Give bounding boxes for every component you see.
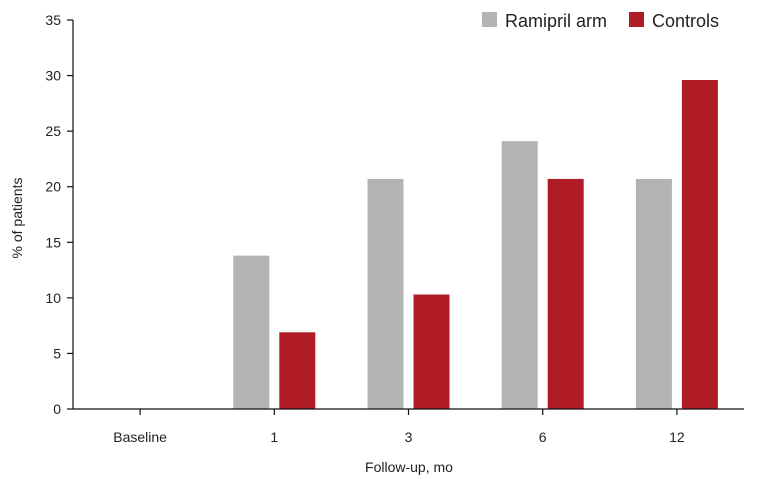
bar-ramipril-arm [635, 178, 672, 409]
bar-ramipril-arm [233, 255, 270, 409]
y-tick-label: 35 [45, 12, 61, 28]
x-tick-label: 1 [270, 429, 278, 445]
bar-ramipril-arm [501, 141, 538, 409]
legend-label-ramipril-arm: Ramipril arm [505, 11, 607, 31]
y-tick-label: 5 [53, 345, 61, 361]
x-tick-label: 12 [669, 429, 685, 445]
x-axis-ticks: Baseline 1 3 6 12 [113, 409, 685, 445]
y-tick-label: 20 [45, 179, 61, 195]
y-axis-title: % of patients [9, 178, 25, 259]
y-axis-ticks: 0 5 10 15 20 25 30 35 [45, 12, 73, 417]
bar-controls [681, 80, 718, 409]
bar-ramipril-arm [367, 178, 404, 409]
y-tick-label: 25 [45, 123, 61, 139]
y-tick-label: 15 [45, 234, 61, 250]
bar-controls [413, 294, 450, 409]
x-tick-label: 6 [539, 429, 547, 445]
legend-swatch-controls [629, 12, 644, 27]
x-axis-title: Follow-up, mo [365, 459, 453, 475]
x-tick-label: Baseline [113, 429, 167, 445]
legend: Ramipril arm Controls [482, 11, 719, 31]
plot-area [233, 80, 718, 409]
y-tick-label: 10 [45, 290, 61, 306]
bar-controls [279, 332, 316, 409]
y-tick-label: 30 [45, 68, 61, 84]
bar-controls [547, 178, 584, 409]
legend-label-controls: Controls [652, 11, 719, 31]
legend-swatch-ramipril-arm [482, 12, 497, 27]
x-tick-label: 3 [405, 429, 413, 445]
y-tick-label: 0 [53, 401, 61, 417]
